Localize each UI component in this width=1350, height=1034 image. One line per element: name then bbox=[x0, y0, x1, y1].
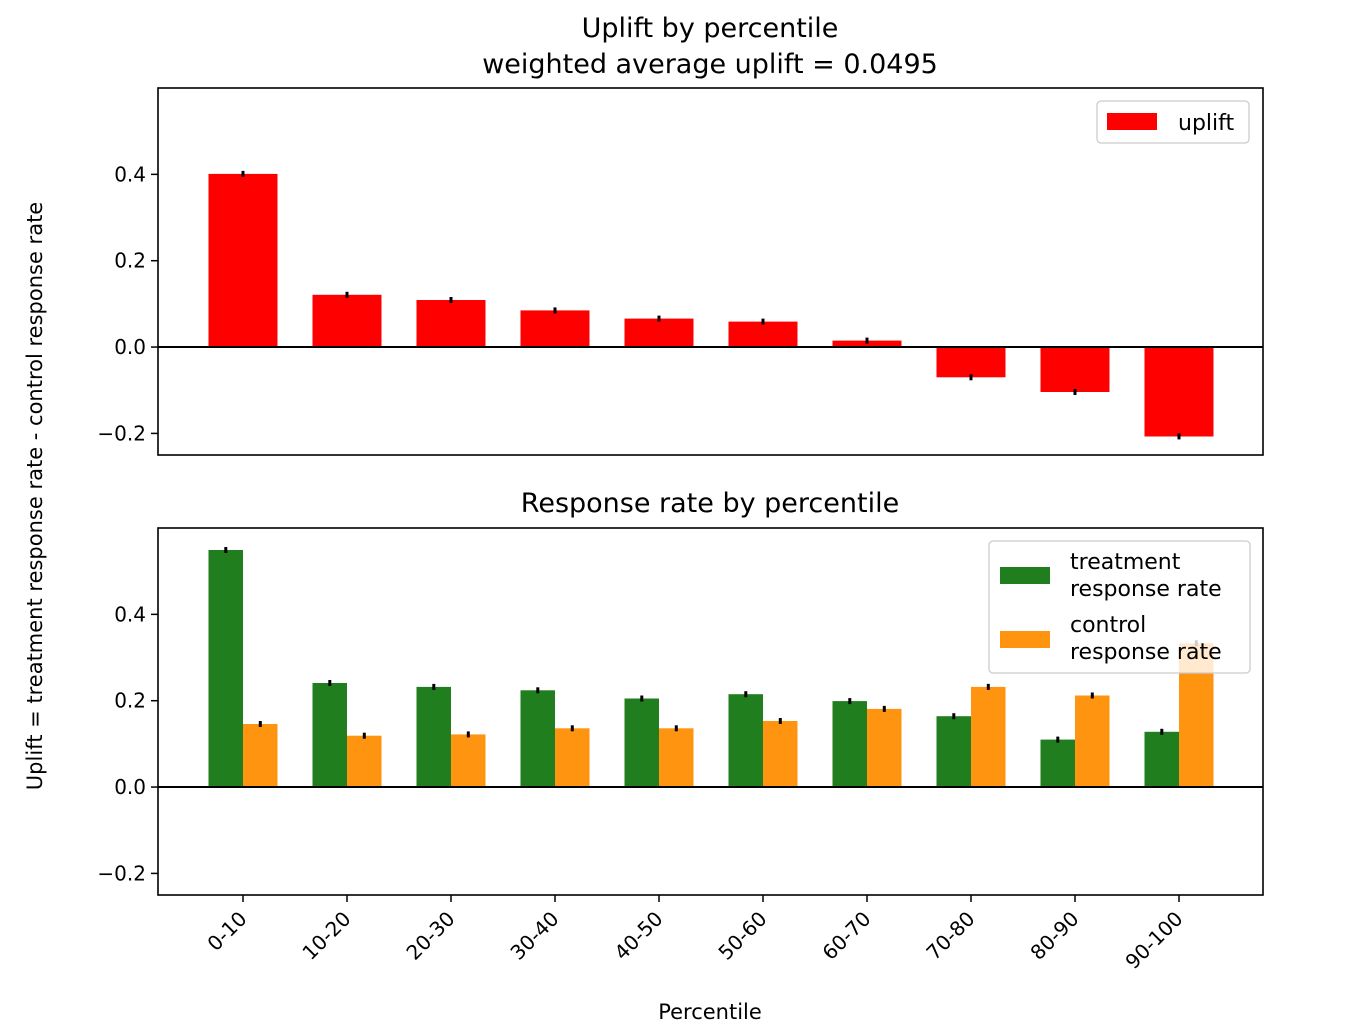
x-tick-label: 30-40 bbox=[505, 907, 563, 965]
control-bar-10-20 bbox=[347, 735, 382, 788]
uplift-bar-40-50 bbox=[624, 318, 694, 348]
y-tick-label: 0.2 bbox=[114, 249, 146, 273]
control-bar-60-70 bbox=[867, 708, 902, 787]
treatment-bar-0-10 bbox=[208, 550, 243, 787]
control-bar-20-30 bbox=[451, 734, 486, 788]
x-tick-label: 40-50 bbox=[609, 907, 667, 965]
uplift-legend: uplift bbox=[1096, 100, 1250, 144]
legend-swatch-control bbox=[1000, 631, 1050, 648]
uplift-bar-60-70 bbox=[832, 340, 902, 348]
treatment-bar-40-50 bbox=[624, 698, 659, 787]
control-bar-50-60 bbox=[763, 721, 798, 788]
x-tick-label: 20-30 bbox=[401, 907, 459, 965]
treatment-bar-20-30 bbox=[416, 686, 451, 788]
x-tick-label: 80-90 bbox=[1025, 907, 1083, 965]
response-rate-chart: Response rate by percentile −0.2 0.0 0.2 0.… bbox=[97, 488, 1264, 974]
control-bar-80-90 bbox=[1075, 695, 1110, 787]
legend-label-treatment: treatment response rate bbox=[1070, 550, 1222, 602]
treatment-bar-80-90 bbox=[1040, 739, 1075, 788]
control-bar-0-10 bbox=[243, 724, 278, 787]
x-tick-label: 0-10 bbox=[202, 907, 251, 956]
treatment-bar-30-40 bbox=[520, 690, 555, 787]
control-bar-30-40 bbox=[555, 728, 590, 787]
uplift-chart-title: Uplift by percentile bbox=[582, 13, 839, 44]
control-bar-40-50 bbox=[659, 728, 694, 787]
uplift-chart: Uplift by percentile weighted average up… bbox=[97, 13, 1264, 456]
control-bar-70-80 bbox=[971, 686, 1006, 788]
uplift-bar-70-80 bbox=[936, 347, 1006, 378]
x-axis-label: Percentile bbox=[658, 1000, 762, 1024]
y-tick-label: −0.2 bbox=[97, 421, 146, 445]
uplift-plot-frame bbox=[157, 87, 1264, 456]
x-tick-label: 10-20 bbox=[297, 907, 355, 965]
y-tick-label: 0.2 bbox=[114, 689, 146, 713]
y-tick-label: 0.4 bbox=[114, 602, 146, 626]
legend-swatch-treatment bbox=[1000, 567, 1050, 584]
uplift-bar-10-20 bbox=[312, 294, 382, 347]
uplift-chart-subtitle: weighted average uplift = 0.0495 bbox=[482, 49, 938, 80]
treatment-bar-70-80 bbox=[936, 716, 971, 787]
y-tick-label: 0.4 bbox=[114, 162, 146, 186]
y-tick-label: 0.0 bbox=[114, 775, 146, 799]
treatment-bar-60-70 bbox=[832, 701, 867, 787]
x-tick-label: 90-100 bbox=[1120, 907, 1187, 974]
x-tick-label: 50-60 bbox=[713, 907, 771, 965]
x-tick-label: 70-80 bbox=[921, 907, 979, 965]
response-legend: treatment response rate control response r… bbox=[988, 540, 1251, 674]
uplift-bar-90-100 bbox=[1144, 347, 1214, 437]
y-tick-label: 0.0 bbox=[114, 335, 146, 359]
y-tick-label: −0.2 bbox=[97, 861, 146, 885]
response-chart-title: Response rate by percentile bbox=[521, 488, 899, 519]
uplift-bar-80-90 bbox=[1040, 347, 1110, 392]
uplift-bar-50-60 bbox=[728, 321, 798, 348]
uplift-bar-30-40 bbox=[520, 310, 590, 348]
uplift-bar-20-30 bbox=[416, 300, 486, 348]
response-plot-frame bbox=[157, 527, 1264, 896]
treatment-bar-10-20 bbox=[312, 683, 347, 788]
x-tick-label: 60-70 bbox=[817, 907, 875, 965]
uplift-plot-area bbox=[158, 88, 1263, 455]
legend-label-uplift: uplift bbox=[1178, 111, 1234, 136]
treatment-bar-50-60 bbox=[728, 694, 763, 787]
treatment-bar-90-100 bbox=[1144, 731, 1179, 788]
uplift-bar-0-10 bbox=[208, 173, 278, 347]
y-axis-label: Uplift = treatment response rate - contr… bbox=[23, 202, 47, 790]
legend-swatch-uplift bbox=[1107, 113, 1157, 130]
legend-label-control: control response rate bbox=[1070, 613, 1222, 665]
